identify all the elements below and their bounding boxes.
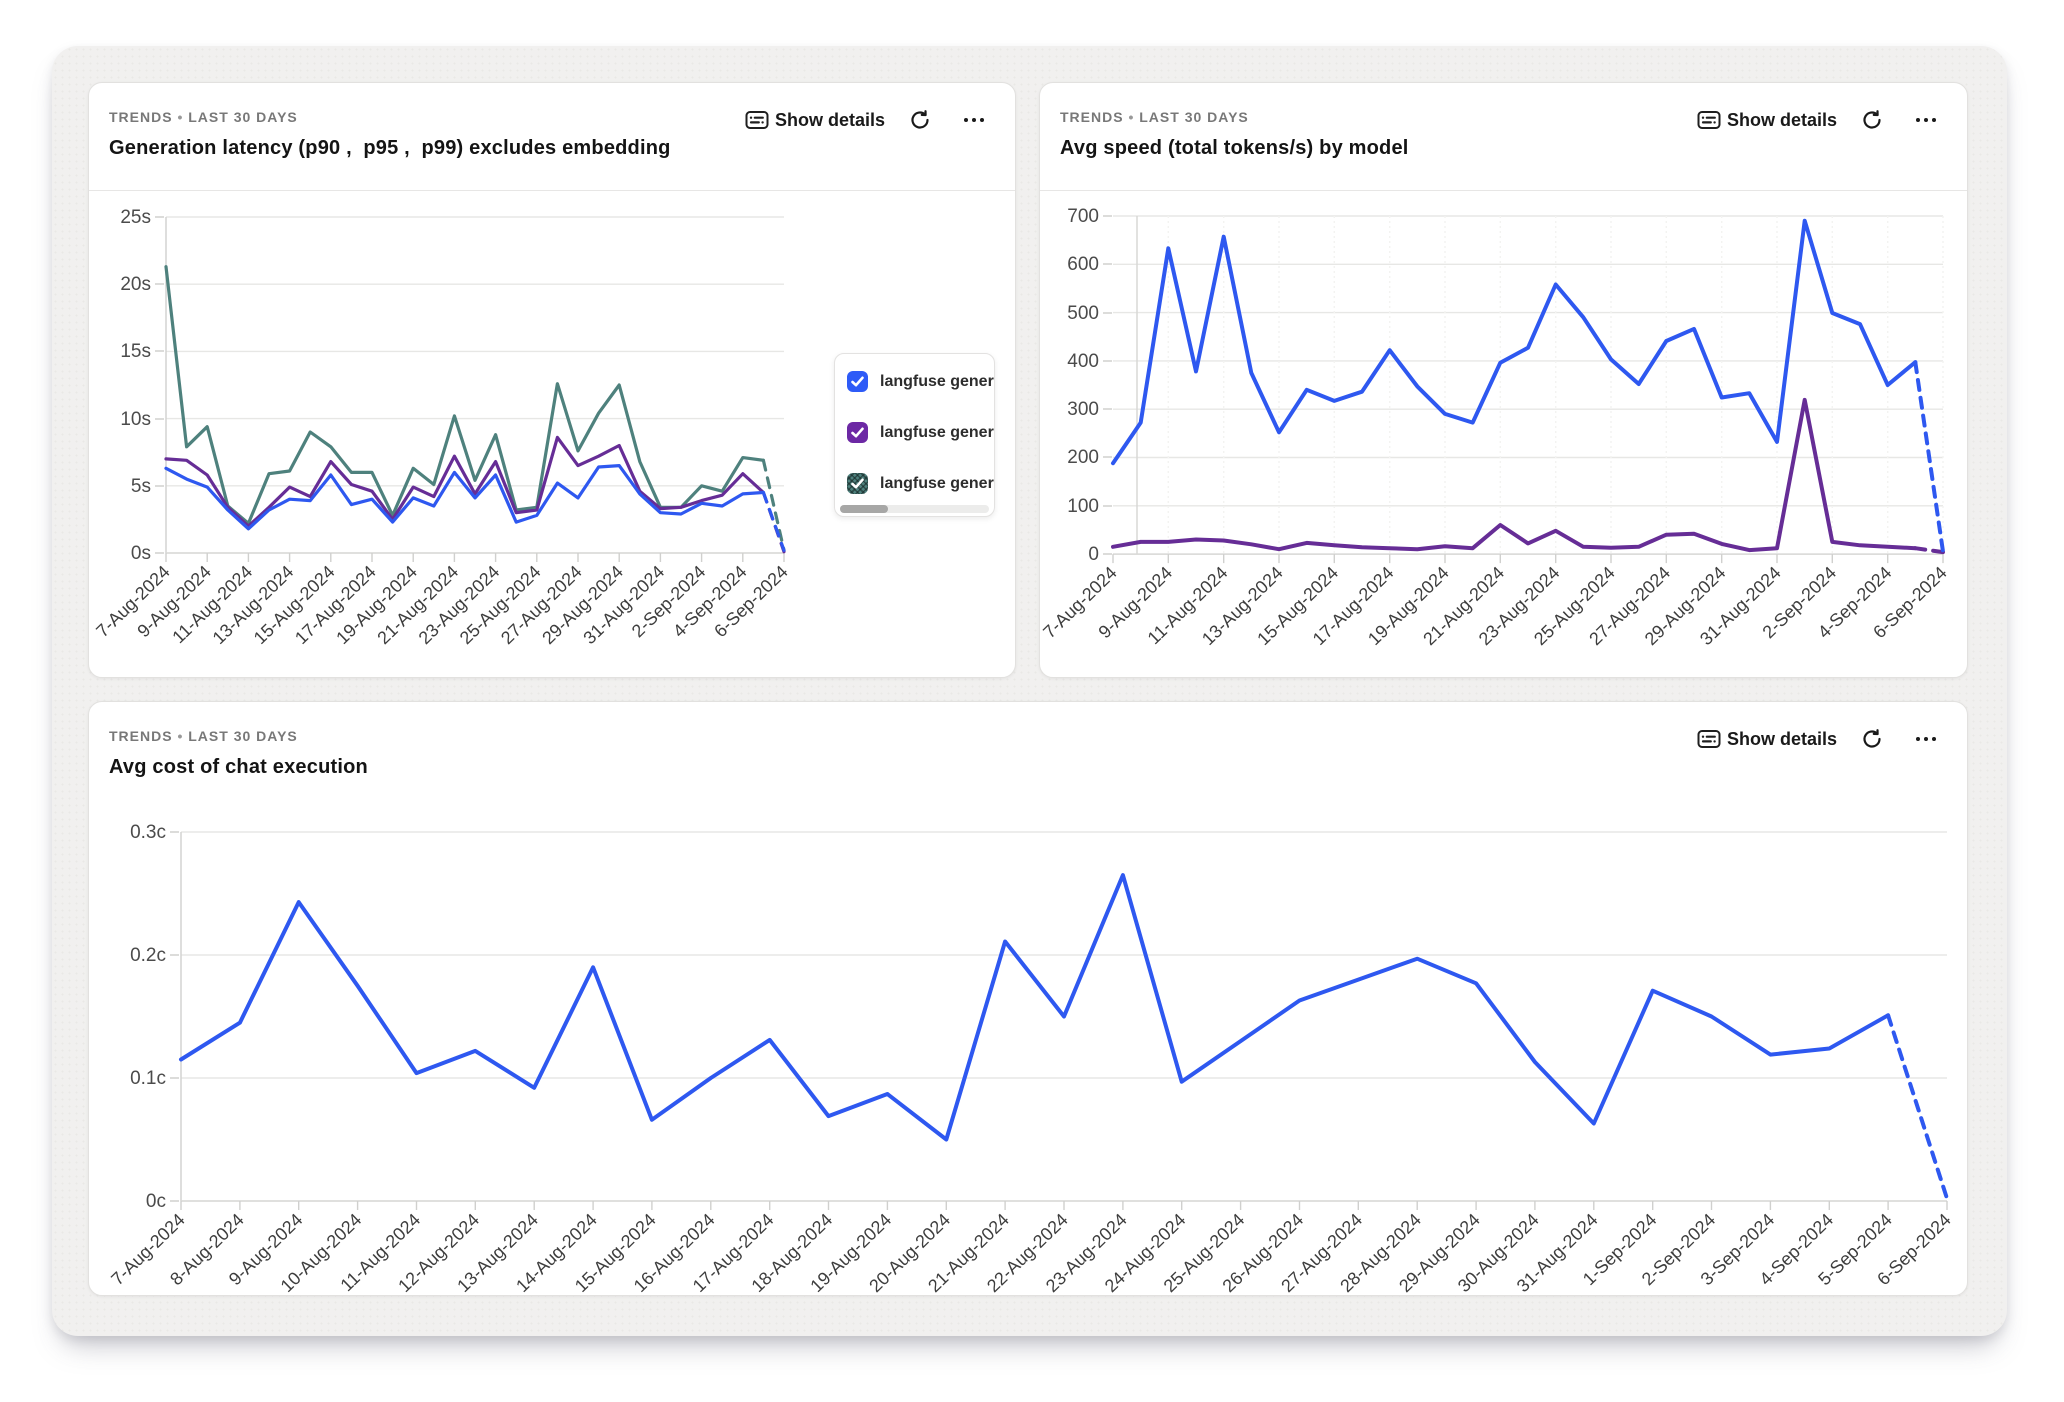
- svg-text:0.2c: 0.2c: [130, 945, 166, 966]
- svg-text:700: 700: [1067, 206, 1099, 227]
- svg-text:500: 500: [1067, 303, 1099, 324]
- svg-text:0s: 0s: [131, 543, 151, 564]
- svg-text:200: 200: [1067, 447, 1099, 468]
- svg-text:0.1c: 0.1c: [130, 1068, 166, 1089]
- svg-text:25s: 25s: [120, 207, 151, 228]
- svg-text:600: 600: [1067, 254, 1099, 275]
- svg-text:0: 0: [1088, 544, 1099, 565]
- svg-text:15s: 15s: [120, 341, 151, 362]
- svg-text:100: 100: [1067, 496, 1099, 517]
- svg-text:0.3c: 0.3c: [130, 822, 166, 843]
- svg-text:20s: 20s: [120, 274, 151, 295]
- svg-text:0c: 0c: [146, 1191, 166, 1212]
- svg-text:10s: 10s: [120, 409, 151, 430]
- svg-text:400: 400: [1067, 351, 1099, 372]
- svg-text:300: 300: [1067, 399, 1099, 420]
- svg-text:5s: 5s: [131, 476, 151, 497]
